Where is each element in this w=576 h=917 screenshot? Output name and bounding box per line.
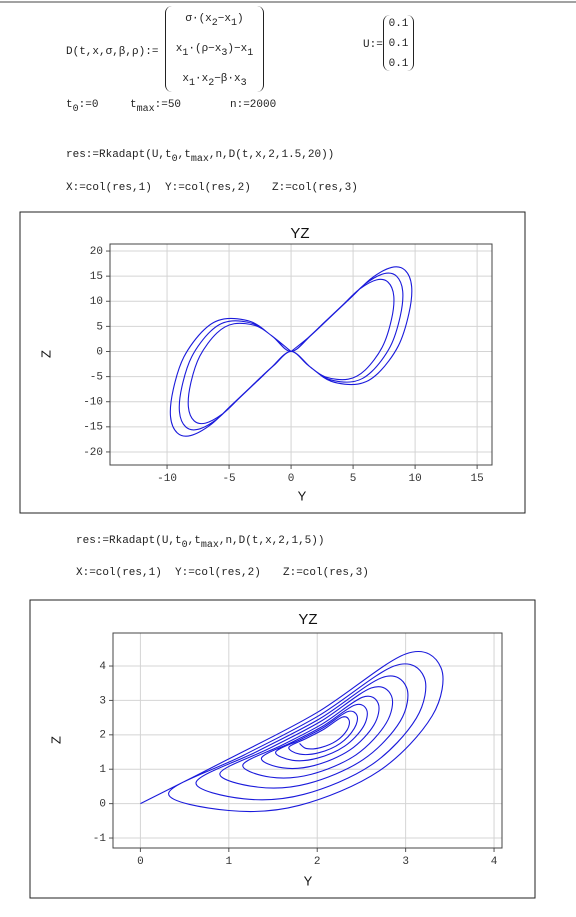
subscript: 0 — [181, 540, 188, 551]
subscript: max — [200, 540, 219, 551]
subscript: 1 — [188, 78, 195, 89]
curve — [140, 650, 444, 813]
x-axis-label: Y — [298, 488, 307, 503]
matrix-row: σ·(x2−x1) — [166, 12, 263, 29]
math-text: −β·x — [214, 73, 241, 85]
x-tick-label: 0 — [137, 856, 144, 868]
y-tick-label: 0 — [99, 799, 106, 811]
u-vector: 0.1 0.1 0.1 — [383, 15, 414, 71]
y-tick-label: -5 — [90, 372, 103, 384]
math-text: U:= — [363, 39, 383, 51]
x-tick-label: 2 — [314, 856, 321, 868]
col-def: X:=col(res,1) — [76, 567, 162, 579]
math-text: D(t,x,σ,β,ρ):= — [66, 46, 159, 58]
col-def: Y:=col(res,2) — [175, 567, 261, 579]
math-text: ·(ρ−x — [188, 43, 222, 55]
subscript: 1 — [182, 48, 189, 59]
vector-entry: 0.1 — [388, 18, 409, 30]
col-def: Y:=col(res,2) — [165, 182, 251, 194]
subscript: 1 — [231, 18, 238, 29]
d-matrix: σ·(x2−x1) x1·(ρ−x3)−x1 x1·x2−β·x3 — [165, 6, 264, 92]
x-axis-label: Y — [304, 873, 313, 888]
matrix-row: x1·x2−β·x3 — [166, 72, 263, 89]
math-text: ,n,D(t,x,2,1,5)) — [218, 535, 325, 547]
y-axis-label: Z — [48, 736, 63, 744]
y-tick-label: -15 — [83, 422, 103, 434]
vector-entry: 0.1 — [388, 58, 409, 70]
plot-area — [109, 243, 493, 466]
subscript: 1 — [247, 48, 254, 59]
y-tick-label: 10 — [90, 296, 103, 308]
math-text: t — [130, 99, 137, 111]
d-lhs: D(t,x,σ,β,ρ):= — [66, 45, 158, 59]
chart-frame — [19, 211, 526, 514]
chart-frame — [29, 599, 536, 899]
math-text: −x — [217, 13, 231, 25]
x-tick-label: 4 — [491, 856, 498, 868]
subscript: max — [190, 154, 209, 165]
math-text: ,n,D(t,x,2,1.5,20)) — [208, 149, 335, 161]
y-tick-label: 3 — [99, 695, 106, 707]
matrix-row: x1·(ρ−x3)−x1 — [166, 42, 263, 59]
x-tick-label: 10 — [409, 473, 422, 485]
math-text: :=50 — [154, 99, 182, 111]
math-text: x — [182, 73, 189, 85]
plot-area — [112, 632, 503, 849]
math-text: ·x — [194, 73, 209, 85]
subscript: max — [136, 104, 155, 115]
param: tmax:=50 — [130, 98, 182, 115]
x-tick-label: 1 — [226, 856, 233, 868]
chart-title: YZ — [290, 225, 309, 242]
y-tick-label: 5 — [96, 321, 103, 333]
y-tick-label: -20 — [83, 447, 103, 459]
math-text: ,t — [177, 149, 191, 161]
subscript: 0 — [72, 104, 79, 115]
x-tick-label: 5 — [350, 473, 357, 485]
y-tick-label: 15 — [90, 271, 103, 283]
y-tick-label: 20 — [90, 246, 103, 258]
param: n:=2000 — [230, 98, 276, 112]
math-text: ) — [237, 13, 244, 25]
x-tick-label: -5 — [222, 473, 235, 485]
math-text: )−x — [227, 43, 248, 55]
subscript: 2 — [211, 18, 218, 29]
res-def: res:=Rkadapt(U,t0,tmax,n,D(t,x,2,1,5)) — [76, 534, 325, 551]
x-tick-label: 0 — [288, 473, 295, 485]
col-def: X:=col(res,1) — [66, 182, 152, 194]
col-def: Z:=col(res,3) — [283, 567, 369, 579]
u-lhs: U:= — [363, 38, 383, 52]
math-text: σ·(x — [185, 13, 212, 25]
vector-entry: 0.1 — [388, 38, 409, 50]
x-tick-label: 15 — [471, 473, 484, 485]
y-tick-label: -1 — [93, 833, 107, 845]
subscript: 3 — [240, 78, 247, 89]
math-text: t — [66, 99, 73, 111]
y-tick-label: 2 — [99, 730, 106, 742]
subscript: 3 — [221, 48, 228, 59]
y-tick-label: 0 — [96, 346, 103, 358]
curve — [169, 266, 413, 437]
col-def: Z:=col(res,3) — [272, 182, 358, 194]
math-text: ,t — [187, 535, 201, 547]
math-text: res:=Rkadapt(U,t — [76, 535, 182, 547]
chart-title: YZ — [298, 611, 317, 628]
subscript: 0 — [171, 154, 178, 165]
y-tick-label: 4 — [99, 661, 106, 673]
math-text: res:=Rkadapt(U,t — [66, 149, 172, 161]
math-text: x — [175, 43, 183, 55]
param: t0:=0 — [66, 98, 99, 115]
subscript: 2 — [208, 78, 215, 89]
x-tick-label: 3 — [402, 856, 409, 868]
x-tick-label: -10 — [157, 473, 177, 485]
y-tick-label: 1 — [99, 764, 106, 776]
y-tick-label: -10 — [83, 397, 103, 409]
math-text: n:=2000 — [230, 99, 277, 111]
res-def: res:=Rkadapt(U,t0,tmax,n,D(t,x,2,1.5,20)… — [66, 148, 335, 165]
math-text: :=0 — [78, 99, 99, 111]
y-axis-label: Z — [38, 350, 53, 358]
